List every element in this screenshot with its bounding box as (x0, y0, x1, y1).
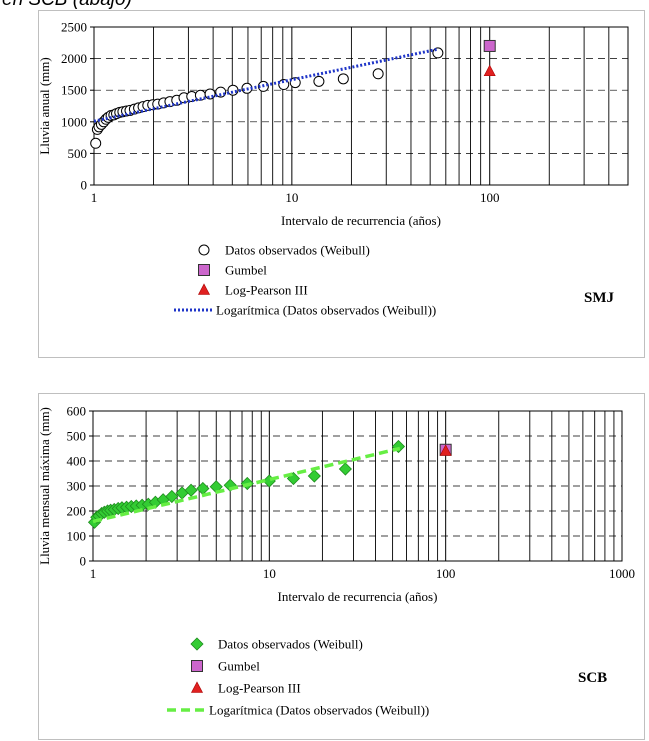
legend-label: Datos observados (Weibull) (225, 243, 370, 258)
chart-panel-scb: 0 100 200 300 400 500 600 1 10 100 1000 Intervalo d… (37, 393, 645, 740)
series-2 (439, 444, 452, 456)
y-tick-label: 2500 (61, 20, 87, 35)
x-axis-label: Intervalo de recurrencia (años) (281, 213, 441, 228)
chart-smj: 0 500 1000 1500 2000 2500 1 10 100 Intervalo de r… (37, 20, 629, 318)
y-tick-label: 500 (68, 146, 88, 161)
x-tick-label: 1000 (609, 566, 635, 581)
y-axis-label: Lluvia anual (mm) (37, 57, 52, 154)
y-tick-label: 200 (67, 504, 87, 519)
plot-area (94, 27, 628, 185)
data-point (165, 489, 179, 504)
y-tick-label: 0 (81, 178, 88, 193)
y-axis-label: Lluvia mensual máxima (mm) (37, 407, 52, 565)
legend-swatch (190, 637, 204, 651)
y-tick-label: 1500 (61, 83, 87, 98)
series-3 (92, 446, 401, 524)
legend: Datos observados (Weibull) Gumbel Log-Pear… (174, 243, 436, 318)
data-point (338, 462, 352, 476)
series-2 (483, 64, 496, 77)
x-tick-label: 1 (91, 190, 98, 205)
y-tick-label: 0 (80, 554, 87, 569)
data-point (439, 444, 452, 456)
legend-label: Gumbel (225, 263, 267, 278)
data-point (432, 47, 444, 59)
series-3 (93, 47, 439, 123)
legend-label: Logarítmica (Datos observados (Weibull)) (209, 703, 429, 718)
legend-swatch (198, 283, 210, 295)
data-point (372, 68, 384, 80)
data-point (313, 75, 325, 87)
legend-label: Log-Pearson III (225, 283, 308, 298)
x-tick-label: 10 (285, 190, 298, 205)
legend-swatch (198, 244, 210, 256)
series-0 (90, 47, 444, 149)
legend-swatch (198, 264, 210, 276)
chart-scb: 0 100 200 300 400 500 600 1 10 100 1000 Intervalo d… (37, 404, 635, 718)
y-tick-label: 1000 (61, 114, 87, 129)
legend-label: Logarítmica (Datos observados (Weibull)) (216, 303, 436, 318)
x-tick-label: 1 (90, 566, 97, 581)
x-tick-label: 100 (480, 190, 500, 205)
data-point (483, 39, 496, 52)
data-point (215, 86, 227, 98)
y-tick-label: 500 (67, 429, 87, 444)
x-tick-label: 10 (263, 566, 276, 581)
legend-label: Log-Pearson III (218, 681, 301, 696)
trendline (93, 47, 439, 123)
data-point (483, 64, 496, 77)
data-point (90, 137, 102, 149)
trendline (92, 446, 401, 524)
figure-caption: en SCB (abajo) (2, 0, 132, 11)
x-tick-label: 100 (436, 566, 456, 581)
legend-label: Gumbel (218, 659, 260, 674)
y-tick-label: 400 (67, 454, 87, 469)
legend-label: Datos observados (Weibull) (218, 637, 363, 652)
y-tick-label: 2000 (61, 51, 87, 66)
legend-swatch (191, 681, 203, 693)
x-axis-label: Intervalo de recurrencia (años) (278, 589, 438, 604)
chart-panel-smj: 0 500 1000 1500 2000 2500 1 10 100 Intervalo de r… (37, 10, 645, 358)
station-label: SMJ (584, 290, 615, 306)
station-label: SCB (578, 670, 607, 686)
data-point (307, 469, 321, 483)
data-point (337, 73, 349, 85)
series-1 (483, 39, 496, 52)
y-tick-label: 600 (67, 404, 87, 419)
legend: Datos observados (Weibull) Gumbel Log-Pear… (167, 637, 429, 718)
plot-border (93, 26, 629, 186)
y-tick-label: 100 (67, 529, 87, 544)
data-point (184, 483, 198, 497)
y-tick-label: 300 (67, 479, 87, 494)
legend-swatch (191, 660, 203, 672)
